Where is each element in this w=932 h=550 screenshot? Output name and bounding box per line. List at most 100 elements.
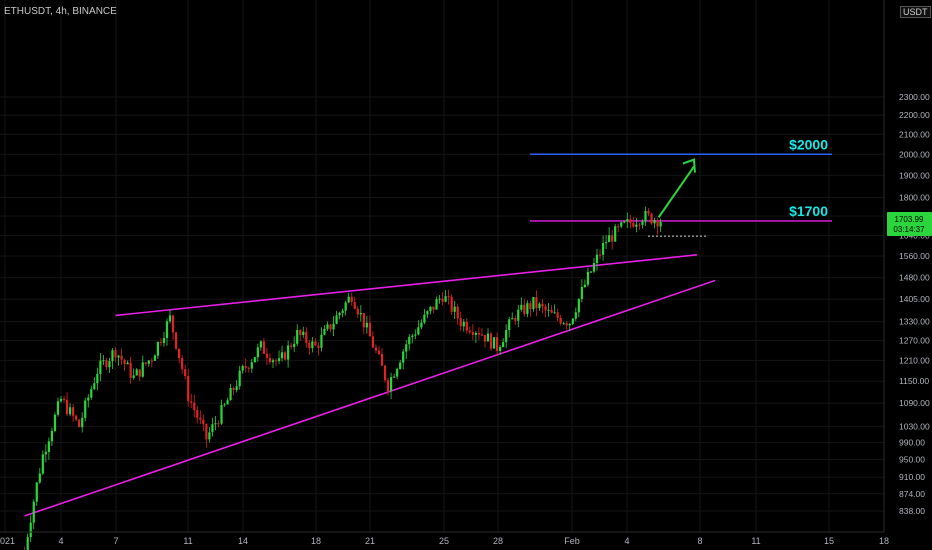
candle-body [380, 353, 384, 366]
candle-body [568, 323, 571, 326]
candle-body [317, 345, 320, 348]
candle-body [408, 336, 411, 345]
x-tick-label: 18 [311, 536, 321, 546]
y-tick-label: 2000.00 [899, 149, 930, 159]
candle-body [296, 329, 299, 344]
candle-body [320, 334, 323, 348]
candle-body [305, 331, 308, 343]
candle-body [559, 317, 562, 324]
candle-body [96, 373, 99, 384]
forecast-arrow[interactable] [657, 158, 696, 218]
candle-body [393, 376, 396, 378]
candle-body [453, 306, 456, 312]
candle-body [165, 321, 169, 339]
candle-body [150, 360, 153, 362]
candle-body [308, 342, 311, 349]
level-label: $2000 [789, 136, 828, 152]
candle-body [423, 314, 426, 323]
candle-body [232, 387, 235, 390]
candle-body [108, 361, 111, 368]
candle-body [214, 423, 217, 425]
candle-body [511, 318, 514, 320]
candle-body [68, 407, 72, 415]
candle-body [356, 308, 359, 315]
candle-body [259, 341, 262, 348]
candle-body [171, 315, 175, 333]
candle-body [374, 347, 378, 351]
candle-body [144, 362, 147, 364]
candle-body [256, 347, 259, 358]
candle-body [477, 332, 481, 335]
candle-body [332, 323, 335, 330]
candle-body [465, 321, 468, 331]
candle-body [187, 376, 190, 402]
candle-body [190, 401, 193, 403]
price-badge-countdown: 03:14:37 [893, 225, 925, 234]
x-tick-label: 14 [238, 536, 248, 546]
candle-body [605, 242, 608, 244]
y-tick-label: 1405.00 [899, 294, 930, 304]
candle-body [141, 362, 144, 377]
x-tick-label: 11 [183, 536, 192, 546]
candle-body [405, 344, 408, 352]
candle-body [265, 353, 269, 358]
candle-body [623, 221, 626, 223]
y-tick-label: 2200.00 [899, 110, 930, 120]
currency-button[interactable]: USDT [900, 6, 931, 18]
candle-body [244, 365, 247, 368]
candle-body [547, 309, 550, 311]
candle-body [178, 348, 181, 359]
candle-body [495, 337, 499, 351]
candle-body [456, 306, 459, 319]
candle-body [38, 473, 41, 483]
candle-body [193, 402, 196, 411]
candle-body [492, 337, 496, 349]
wedge-lines[interactable] [24, 254, 716, 517]
candle-body [56, 401, 60, 415]
candle-body [592, 263, 596, 272]
candle-body [47, 441, 50, 452]
candle-body [217, 423, 220, 425]
candle-body [486, 333, 490, 342]
candle-body [553, 312, 556, 314]
candle-body [414, 334, 417, 336]
x-tick-label: 7 [113, 536, 118, 546]
candle-body [538, 303, 541, 309]
candle-body [598, 254, 602, 256]
candle-body [517, 309, 520, 321]
level-lines[interactable]: $2000 $1700 [530, 136, 832, 237]
candle-body [147, 360, 150, 364]
candle-body [635, 224, 638, 227]
candle-body [335, 315, 338, 324]
candle-body [78, 419, 81, 428]
candle-body [202, 419, 205, 425]
candle-body [353, 301, 356, 309]
candle-body [311, 341, 314, 349]
candle-body [411, 335, 414, 337]
y-tick-label: 950.00 [899, 455, 925, 465]
time-axis[interactable]: 2021 4 7 11 14 18 21 25 28 Feb 4 8 11 15 18 [0, 531, 889, 546]
candle-body [135, 369, 138, 376]
candle-body [250, 362, 253, 369]
candle-body [365, 322, 368, 328]
candle-body [341, 310, 344, 313]
candle-body [26, 537, 29, 550]
candle-body [205, 424, 208, 440]
candle-body [617, 226, 620, 228]
candle-body [53, 414, 57, 431]
y-tick-label: 1210.00 [899, 355, 930, 365]
x-tick-label: 25 [439, 536, 449, 546]
candle-body [344, 302, 347, 311]
y-tick-label: 1150.00 [899, 376, 929, 386]
y-tick-label: 874.00 [899, 489, 925, 499]
candle-body [429, 306, 432, 312]
candle-body [196, 410, 199, 418]
candle-body [184, 369, 187, 377]
candle-body [459, 318, 462, 327]
candle-body [111, 350, 114, 362]
candle-body [620, 222, 623, 227]
candle-body [220, 405, 223, 424]
candle-body [529, 303, 532, 310]
